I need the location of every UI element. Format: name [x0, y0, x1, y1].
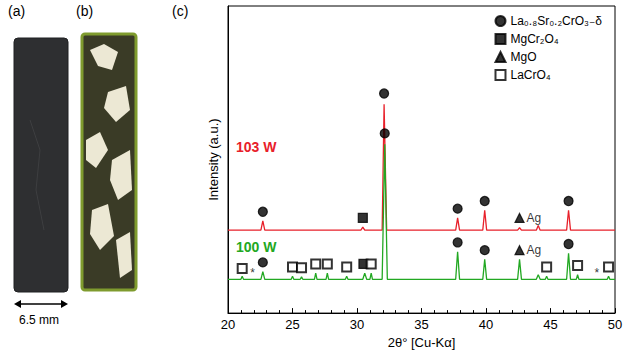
svg-text:(b): (b)	[76, 3, 93, 19]
svg-text:Intensity (a.u.): Intensity (a.u.)	[206, 118, 221, 200]
svg-text:Ag: Ag	[526, 243, 541, 257]
svg-text:La₀.₈Sr₀.₂CrO₃₋δ: La₀.₈Sr₀.₂CrO₃₋δ	[510, 14, 602, 28]
svg-text:25: 25	[285, 317, 299, 332]
svg-text:45: 45	[543, 317, 557, 332]
svg-text:LaCrO₄: LaCrO₄	[510, 68, 550, 82]
svg-text:MgO: MgO	[510, 50, 536, 64]
svg-text:Ag: Ag	[526, 211, 541, 225]
svg-text:6.5 mm: 6.5 mm	[19, 313, 59, 327]
svg-text:35: 35	[414, 317, 428, 332]
svg-text:100 W: 100 W	[236, 239, 277, 255]
svg-text:50: 50	[608, 317, 622, 332]
svg-text:*: *	[595, 266, 600, 280]
svg-text:(a): (a)	[8, 3, 25, 19]
svg-text:MgCr₂O₄: MgCr₂O₄	[510, 32, 558, 46]
svg-text:103 W: 103 W	[236, 139, 277, 155]
svg-text:(c): (c)	[172, 3, 188, 19]
svg-text:30: 30	[350, 317, 364, 332]
svg-text:2θ° [Cu-Kα]: 2θ° [Cu-Kα]	[388, 335, 456, 350]
svg-text:*: *	[250, 266, 255, 280]
svg-text:20: 20	[221, 317, 235, 332]
svg-text:40: 40	[479, 317, 493, 332]
